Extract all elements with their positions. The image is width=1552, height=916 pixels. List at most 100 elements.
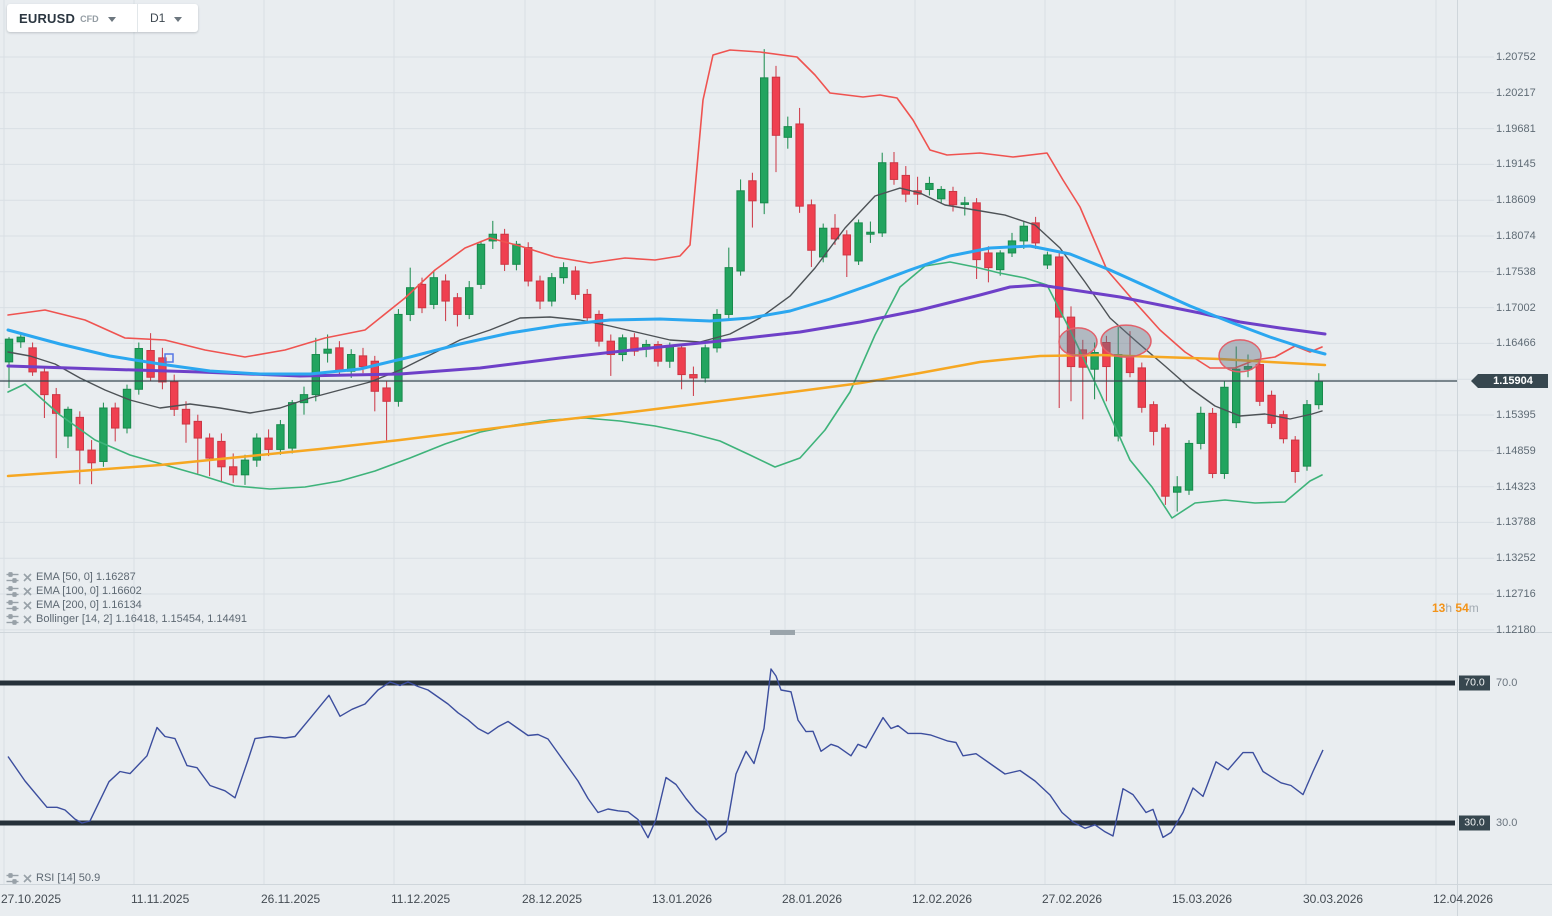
candle-up: [288, 402, 297, 449]
candle-up: [559, 267, 568, 279]
candle-up: [1184, 442, 1194, 491]
candle-down: [205, 437, 214, 459]
price-axis-label: 1.12180: [1496, 623, 1536, 636]
countdown-hours: 13: [1432, 601, 1446, 615]
candle-up: [4, 338, 14, 363]
candle-countdown: 13h 54m: [1432, 601, 1479, 615]
indicator-legend-row: RSI [14] 50.9: [6, 871, 100, 885]
candle-down: [170, 381, 179, 410]
date-axis-label: 12.04.2026: [1433, 892, 1494, 906]
indicator-settings-icon[interactable]: [6, 571, 19, 583]
candle-up: [1302, 404, 1312, 467]
candle-down: [583, 293, 592, 319]
indicator-legend-row: EMA [200, 0] 1.16134: [6, 598, 247, 612]
candle-up: [1043, 254, 1052, 266]
candle-down: [1291, 439, 1300, 472]
selection-anchor-square[interactable]: [164, 353, 174, 363]
date-axis-label: 28.12.2025: [522, 892, 583, 906]
candle-down: [571, 270, 580, 295]
candle-up: [323, 348, 332, 354]
candle-up: [854, 222, 863, 262]
candle-up: [878, 162, 887, 234]
candle-down: [795, 123, 804, 207]
candle-up: [276, 424, 285, 450]
date-axis-label: 27.10.2025: [1, 892, 62, 906]
candle-up: [512, 243, 521, 265]
candle-up: [996, 252, 1005, 271]
indicator-remove-icon[interactable]: [23, 614, 32, 624]
countdown-hours-unit: h: [1445, 601, 1453, 615]
candle-up: [252, 437, 262, 461]
candle-down: [948, 190, 958, 206]
candle-down: [1267, 394, 1276, 424]
candle-up: [16, 336, 26, 343]
indicator-remove-icon[interactable]: [23, 873, 32, 883]
candle-down: [689, 374, 698, 379]
chevron-down-icon: [107, 16, 116, 22]
candle-down: [1066, 316, 1076, 368]
ellipse-annotation[interactable]: [1100, 324, 1152, 358]
date-axis-label: 28.01.2026: [782, 892, 843, 906]
pane-resize-handle[interactable]: [770, 630, 795, 635]
candle-down: [1161, 427, 1170, 497]
candle-down: [606, 340, 615, 356]
candle-up: [476, 243, 486, 285]
date-axis-label: 30.03.2026: [1303, 892, 1364, 906]
date-axis-label: 11.11.2025: [131, 892, 190, 906]
rsi-level-label: 70.0: [1496, 677, 1518, 689]
candle-up: [406, 287, 415, 315]
candle-down: [1031, 222, 1040, 244]
indicator-remove-icon[interactable]: [23, 586, 32, 596]
price-axis-label: 1.17002: [1496, 301, 1536, 314]
candle-down: [771, 76, 781, 136]
candle-down: [842, 234, 851, 256]
indicator-label: EMA [50, 0] 1.16287: [36, 571, 136, 583]
candle-up: [99, 407, 108, 462]
indicator-settings-icon[interactable]: [6, 872, 19, 884]
price-axis-label: 1.13252: [1496, 552, 1536, 565]
candle-up: [937, 188, 946, 200]
price-axis-label: 1.19681: [1496, 122, 1536, 135]
candle-up: [1314, 380, 1323, 406]
candle-down: [358, 355, 368, 368]
indicator-remove-icon[interactable]: [23, 600, 32, 610]
indicator-settings-icon[interactable]: [6, 585, 19, 597]
indicator-legend-row: EMA [100, 0] 1.16602: [6, 584, 247, 598]
candle-up: [1173, 486, 1182, 493]
candle-up: [665, 346, 674, 362]
candle-up: [618, 337, 627, 356]
candle-up: [547, 277, 556, 302]
candle-down: [1125, 356, 1135, 374]
indicator-settings-icon[interactable]: [6, 599, 19, 611]
rsi-level-label: 30.0: [1496, 817, 1518, 829]
candle-up: [760, 77, 769, 204]
candle-down: [193, 420, 203, 439]
candle-down: [217, 440, 226, 468]
line-ema100: [6, 283, 1327, 378]
candle-up: [1220, 386, 1229, 474]
candle-up: [783, 126, 792, 138]
indicator-label: RSI [14] 50.9: [36, 872, 101, 884]
candle-up: [1196, 412, 1205, 444]
date-axis-label: 11.12.2025: [391, 892, 451, 906]
indicator-legend-row: Bollinger [14, 2] 1.16418, 1.15454, 1.14…: [6, 612, 247, 626]
price-axis-label: 1.16466: [1496, 337, 1536, 350]
candle-down: [524, 247, 533, 282]
candle-up: [960, 202, 969, 205]
candle-down: [229, 466, 238, 476]
candle-down: [630, 337, 639, 352]
chevron-down-icon: [174, 16, 183, 22]
indicator-remove-icon[interactable]: [23, 572, 32, 582]
date-axis-label: 12.02.2026: [912, 892, 973, 906]
candle-down: [807, 204, 816, 251]
countdown-minutes: 54: [1455, 601, 1469, 615]
current-price-badge: 1.15904: [1471, 374, 1548, 388]
timeframe-selector[interactable]: D1: [137, 4, 198, 32]
indicator-settings-icon[interactable]: [6, 613, 19, 625]
ellipse-annotation[interactable]: [1218, 339, 1262, 373]
line-boll_lower: [7, 261, 1323, 519]
ellipse-annotation[interactable]: [1058, 327, 1098, 357]
rsi-indicator-legend: RSI [14] 50.9: [6, 871, 100, 885]
symbol-selector[interactable]: EURUSD CFD: [7, 4, 137, 32]
